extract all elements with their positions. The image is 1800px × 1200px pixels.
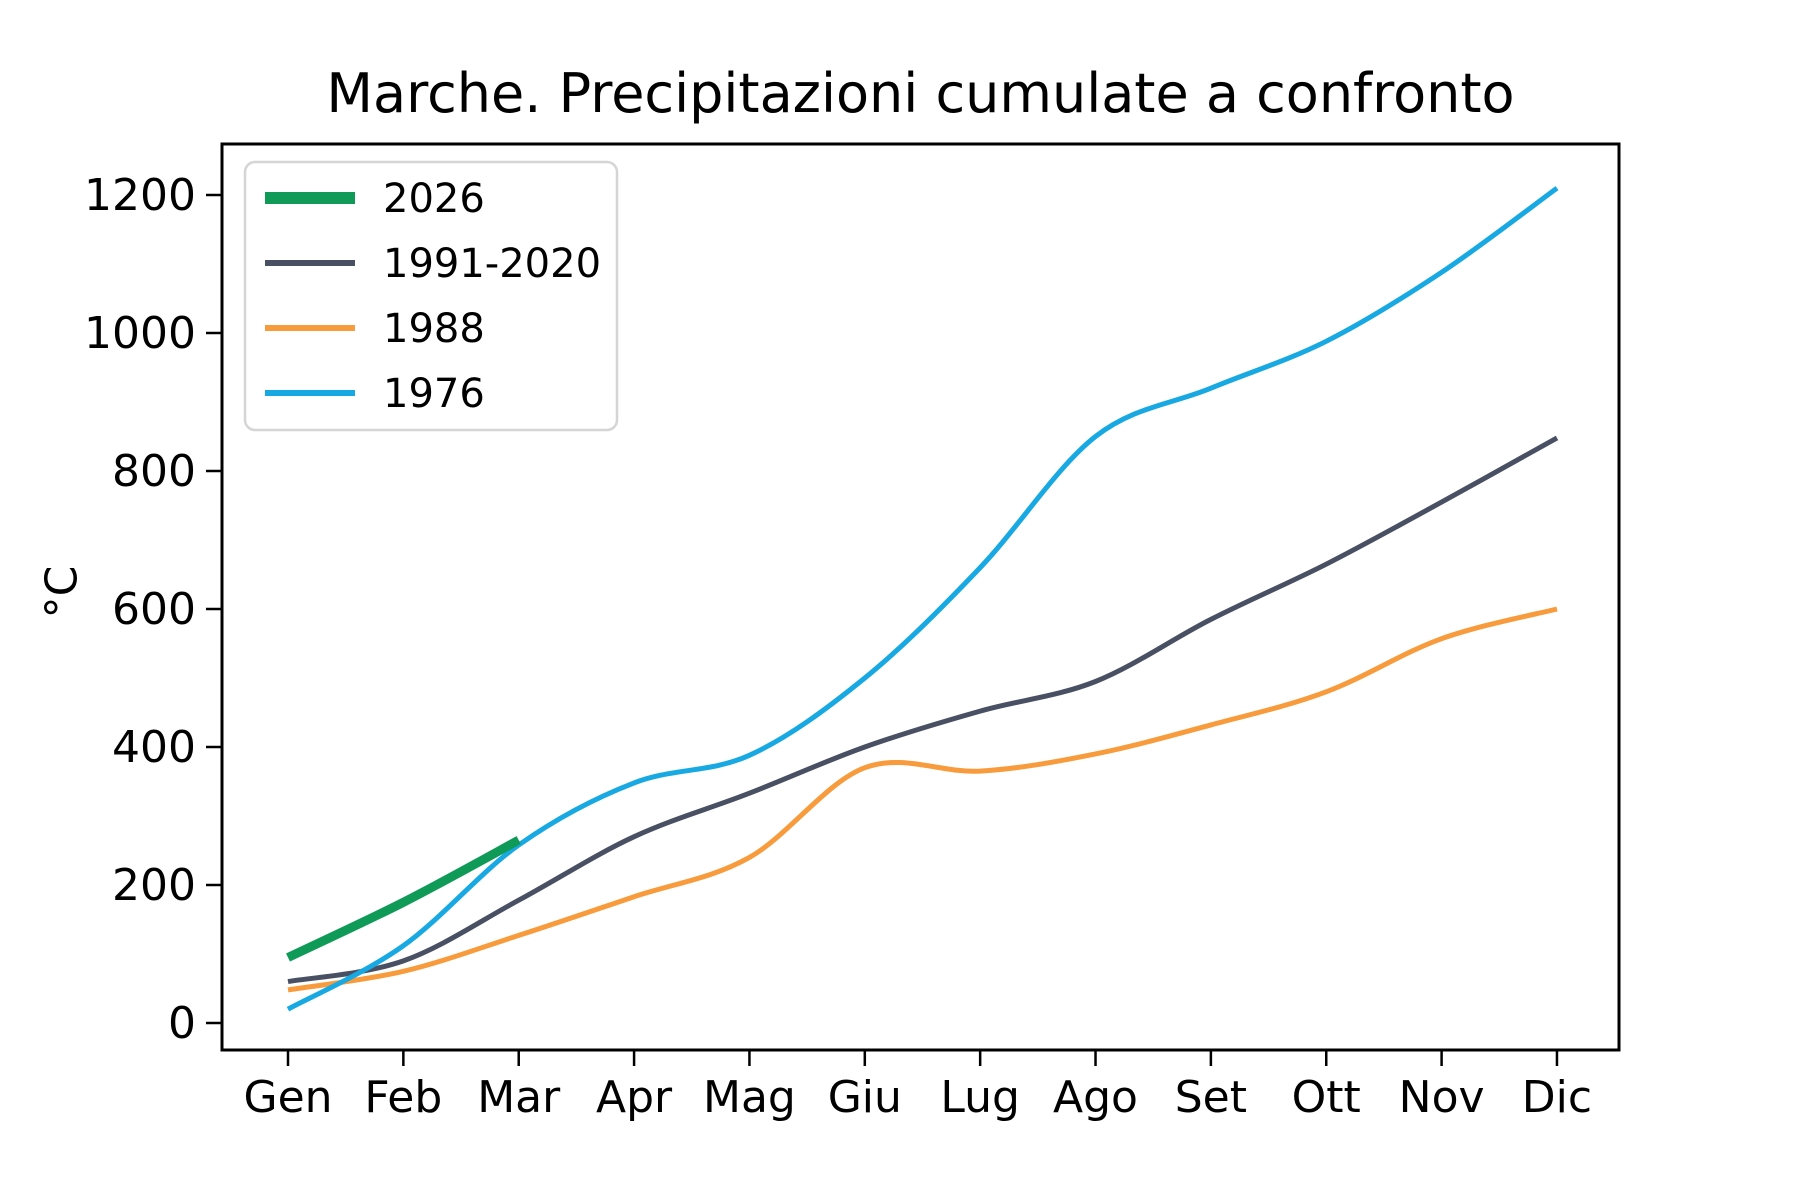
series-line-1991-2020 (287, 435, 1559, 985)
x-tick-label: Mag (703, 1072, 796, 1123)
y-tick-label: 1200 (84, 170, 196, 221)
x-tick-label: Gen (243, 1072, 332, 1123)
y-tick-label: 0 (168, 998, 196, 1049)
x-tick-label: Set (1175, 1072, 1247, 1123)
x-tick-label: Feb (364, 1072, 442, 1123)
legend-label-2026: 2026 (383, 176, 485, 222)
series-line-2026 (286, 836, 521, 962)
legend-label-1976: 1976 (383, 371, 485, 417)
x-tick-label: Mar (477, 1072, 561, 1123)
series-line-1988 (287, 606, 1558, 993)
y-tick-label: 800 (112, 446, 196, 497)
y-tick-label: 200 (112, 860, 196, 911)
legend-label-1988: 1988 (383, 306, 485, 352)
chart-title: Marche. Precipitazioni cumulate a confro… (326, 62, 1515, 125)
x-tick-label: Giu (828, 1072, 902, 1123)
y-axis-label: °C (36, 565, 88, 619)
legend-label-1991-2020: 1991-2020 (383, 241, 601, 287)
y-tick-label: 400 (112, 722, 196, 773)
x-tick-label: Ago (1053, 1072, 1138, 1123)
x-tick-label: Apr (596, 1072, 673, 1123)
x-tick-label: Nov (1399, 1072, 1485, 1123)
x-tick-label: Lug (940, 1072, 1020, 1123)
legend-box (243, 160, 619, 432)
y-tick-label: 600 (112, 584, 196, 635)
y-tick-label: 1000 (84, 308, 196, 359)
x-tick-label: Dic (1522, 1072, 1592, 1123)
plot-spines (220, 142, 1621, 1052)
series-line-1976 (286, 186, 1559, 1012)
x-tick-label: Ott (1292, 1072, 1361, 1123)
